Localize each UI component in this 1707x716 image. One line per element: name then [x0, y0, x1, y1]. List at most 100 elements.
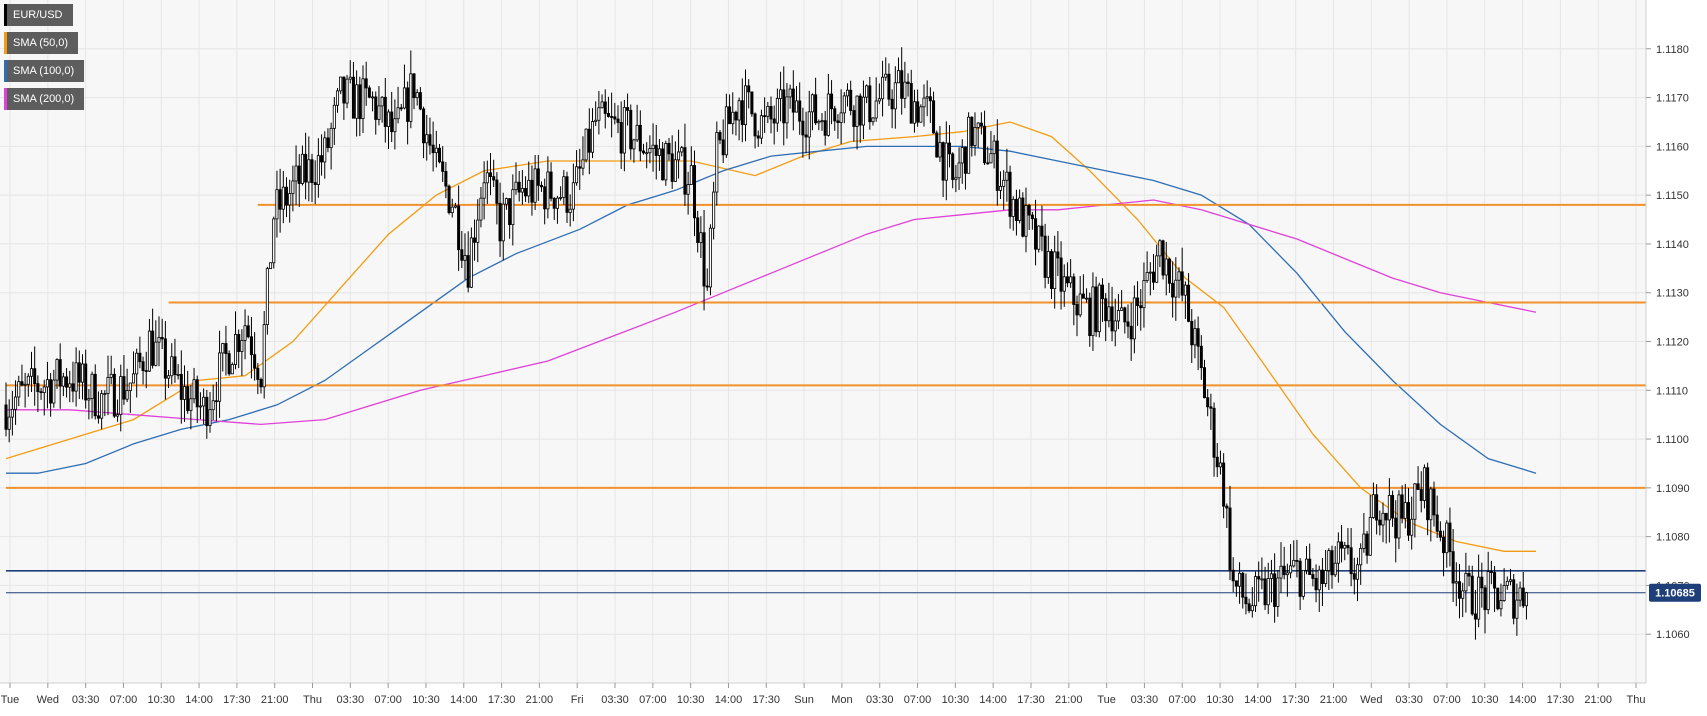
candle [380, 96, 384, 107]
candle [1228, 507, 1232, 571]
candle [71, 383, 75, 392]
candle [941, 142, 945, 181]
candle [1218, 462, 1222, 468]
legend-swatch-sma-100 [4, 60, 7, 82]
x-tick-label-39: 10:30 [1471, 694, 1499, 706]
candle [103, 393, 107, 395]
legend-item-sma-200[interactable]: SMA (200,0) [4, 88, 85, 110]
candle [138, 352, 142, 363]
candle [399, 107, 403, 110]
candle [552, 197, 556, 209]
candle [951, 153, 955, 180]
candle [55, 359, 59, 381]
candle [750, 91, 754, 115]
candle [453, 205, 457, 208]
candle [705, 285, 709, 288]
candle [1397, 494, 1401, 539]
candle [36, 383, 40, 393]
candle [450, 206, 454, 214]
candle [1088, 297, 1092, 337]
current-price-tag: 1.10685 [1649, 583, 1701, 602]
candle [100, 393, 104, 419]
candle [473, 237, 477, 243]
candle [1391, 495, 1395, 519]
candle [61, 376, 65, 387]
legend-item-sma-100[interactable]: SMA (100,0) [4, 60, 85, 82]
candle [488, 172, 493, 178]
candle [240, 339, 244, 352]
candle [1164, 258, 1168, 276]
candle [998, 185, 1003, 191]
candle [1094, 286, 1098, 333]
candle [1435, 514, 1439, 532]
x-tick-label-13: 17:30 [488, 694, 516, 706]
candle [530, 179, 534, 203]
x-tick-label-14: 21:00 [526, 694, 554, 706]
current-price-label: 1.10685 [1655, 588, 1695, 600]
candle [1155, 255, 1159, 283]
candle [731, 111, 735, 125]
candle [1457, 581, 1462, 599]
candle [865, 85, 869, 98]
candle [383, 96, 387, 127]
candle [715, 132, 719, 193]
candle [903, 81, 907, 99]
candle [673, 159, 677, 182]
candle [1483, 587, 1487, 611]
legend-label-eurusd: EUR/USD [7, 4, 73, 26]
candle [606, 113, 610, 117]
x-tick-label-17: 07:00 [639, 694, 667, 706]
candle [1065, 276, 1069, 284]
candle [1499, 600, 1503, 610]
candle [973, 127, 977, 146]
candle [740, 100, 744, 126]
x-tick-label-26: 14:00 [979, 694, 1007, 706]
candle [1461, 590, 1465, 599]
candle [52, 379, 56, 404]
candle [1196, 328, 1200, 347]
candle [1238, 572, 1242, 587]
candle [1419, 489, 1423, 501]
candle [259, 379, 263, 388]
candle [517, 181, 521, 193]
candle [358, 84, 362, 120]
legend-item-eurusd[interactable]: EUR/USD [4, 4, 84, 26]
candle [1257, 576, 1261, 580]
candle [144, 370, 148, 373]
candle [1100, 284, 1105, 300]
candle [45, 379, 49, 388]
candle [925, 96, 929, 99]
candle [300, 153, 304, 184]
candle [205, 396, 209, 427]
candle [794, 100, 799, 113]
legend-item-sma-50[interactable]: SMA (50,0) [4, 32, 84, 54]
candle [868, 85, 872, 123]
candle [1470, 575, 1474, 615]
candle [501, 203, 505, 242]
candle [1097, 284, 1101, 333]
x-tick-label-34: 17:30 [1282, 694, 1310, 706]
x-tick-label-43: Thu [1627, 694, 1646, 706]
candle [77, 362, 81, 383]
candle [1059, 257, 1063, 292]
candle [590, 121, 595, 153]
candle [657, 148, 661, 156]
candle [122, 376, 126, 400]
candle [355, 84, 359, 119]
candle [1167, 258, 1171, 284]
candle [412, 73, 416, 99]
candle [944, 142, 948, 181]
candle [1107, 306, 1111, 322]
candle [661, 148, 665, 181]
candle [466, 255, 470, 288]
candle [307, 159, 311, 183]
candle [431, 144, 435, 154]
candle [677, 151, 681, 161]
candle [855, 95, 859, 127]
candle [692, 165, 697, 219]
candle [1253, 576, 1258, 607]
candle [65, 376, 69, 388]
candle [912, 101, 916, 124]
